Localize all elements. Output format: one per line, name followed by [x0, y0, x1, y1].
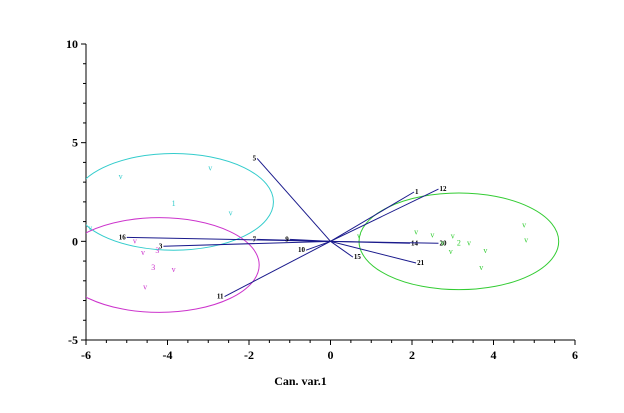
- x-tick-label-5: 4: [491, 348, 497, 362]
- data-point-g2-3: 3: [151, 263, 155, 272]
- y-tick-label-2: 5: [72, 136, 78, 150]
- data-point-g3-11: v: [441, 238, 445, 247]
- vector-label-9: 9: [285, 235, 289, 243]
- data-point-g3-7: v: [483, 246, 487, 255]
- data-point-g3-9: v: [522, 221, 526, 230]
- variable-vectors: 151216379101115142021: [119, 154, 447, 300]
- vector-label-1: 1: [415, 188, 419, 196]
- x-tick-label-4: 2: [409, 348, 415, 362]
- data-point-g3-5: v: [467, 238, 471, 247]
- vector-label-20: 20: [439, 239, 447, 247]
- vector-label-11: 11: [217, 293, 224, 301]
- y-tick-label-1: 0: [72, 234, 78, 248]
- y-tick-label-3: 10: [66, 37, 78, 51]
- x-tick-label-6: 6: [572, 348, 578, 362]
- data-point-g3-1: v: [414, 227, 418, 236]
- data-point-g3-4: 2: [457, 238, 461, 247]
- vector-label-7: 7: [253, 235, 257, 243]
- data-point-g3-0: v: [357, 231, 361, 240]
- x-tick-label-2: -2: [244, 348, 254, 362]
- chart-axes: -6 -4 -2 0 2 4 6 -5 0 5 10: [66, 37, 578, 362]
- data-point-g2-1: 3: [155, 246, 159, 255]
- vector-line-9: [289, 238, 331, 242]
- x-tick-label-1: -4: [163, 348, 173, 362]
- data-point-g3-10: v: [524, 235, 528, 244]
- vector-label-5: 5: [253, 154, 257, 162]
- vector-label-16: 16: [119, 233, 127, 241]
- vector-label-15: 15: [354, 253, 362, 261]
- group-ellipse-3: [358, 192, 560, 291]
- x-tick-label-0: -6: [81, 348, 91, 362]
- vector-line-10: [305, 240, 331, 251]
- data-point-g3-2: v: [430, 230, 434, 239]
- vector-line-1: [330, 191, 415, 242]
- vector-line-5: [256, 158, 331, 242]
- group-ellipse-1: [86, 153, 274, 251]
- data-point-g1-0: v: [119, 172, 123, 181]
- vector-line-3: [163, 240, 331, 247]
- data-point-g1-3: v: [229, 209, 233, 218]
- vector-line-20: [330, 240, 439, 244]
- data-point-g1-4: v: [88, 224, 92, 233]
- data-point-g3-8: v: [479, 263, 483, 272]
- group-ellipse-2: [86, 217, 260, 313]
- vector-line-15: [330, 240, 354, 258]
- data-point-g1-1: v: [208, 163, 212, 172]
- vector-line-12: [330, 188, 439, 242]
- vector-label-10: 10: [298, 246, 306, 254]
- y-tick-label-0: -5: [68, 333, 78, 347]
- x-axis-label: Can. var.1: [274, 374, 327, 388]
- data-point-g1-2: 1: [172, 199, 176, 208]
- vector-label-21: 21: [417, 259, 425, 267]
- data-point-g2-4: v: [172, 265, 176, 274]
- data-point-g2-0: v: [133, 236, 137, 245]
- data-point-g3-3: v: [451, 231, 455, 240]
- vector-line-21: [330, 240, 417, 264]
- data-point-g2-5: v: [143, 283, 147, 292]
- group-ellipses: [86, 153, 560, 313]
- vector-label-12: 12: [439, 185, 447, 193]
- data-point-g3-6: v: [449, 247, 453, 256]
- x-tick-label-3: 0: [328, 348, 334, 362]
- vector-label-3: 3: [159, 242, 163, 250]
- vector-line-11: [224, 240, 331, 298]
- data-point-g2-2: v: [141, 248, 145, 257]
